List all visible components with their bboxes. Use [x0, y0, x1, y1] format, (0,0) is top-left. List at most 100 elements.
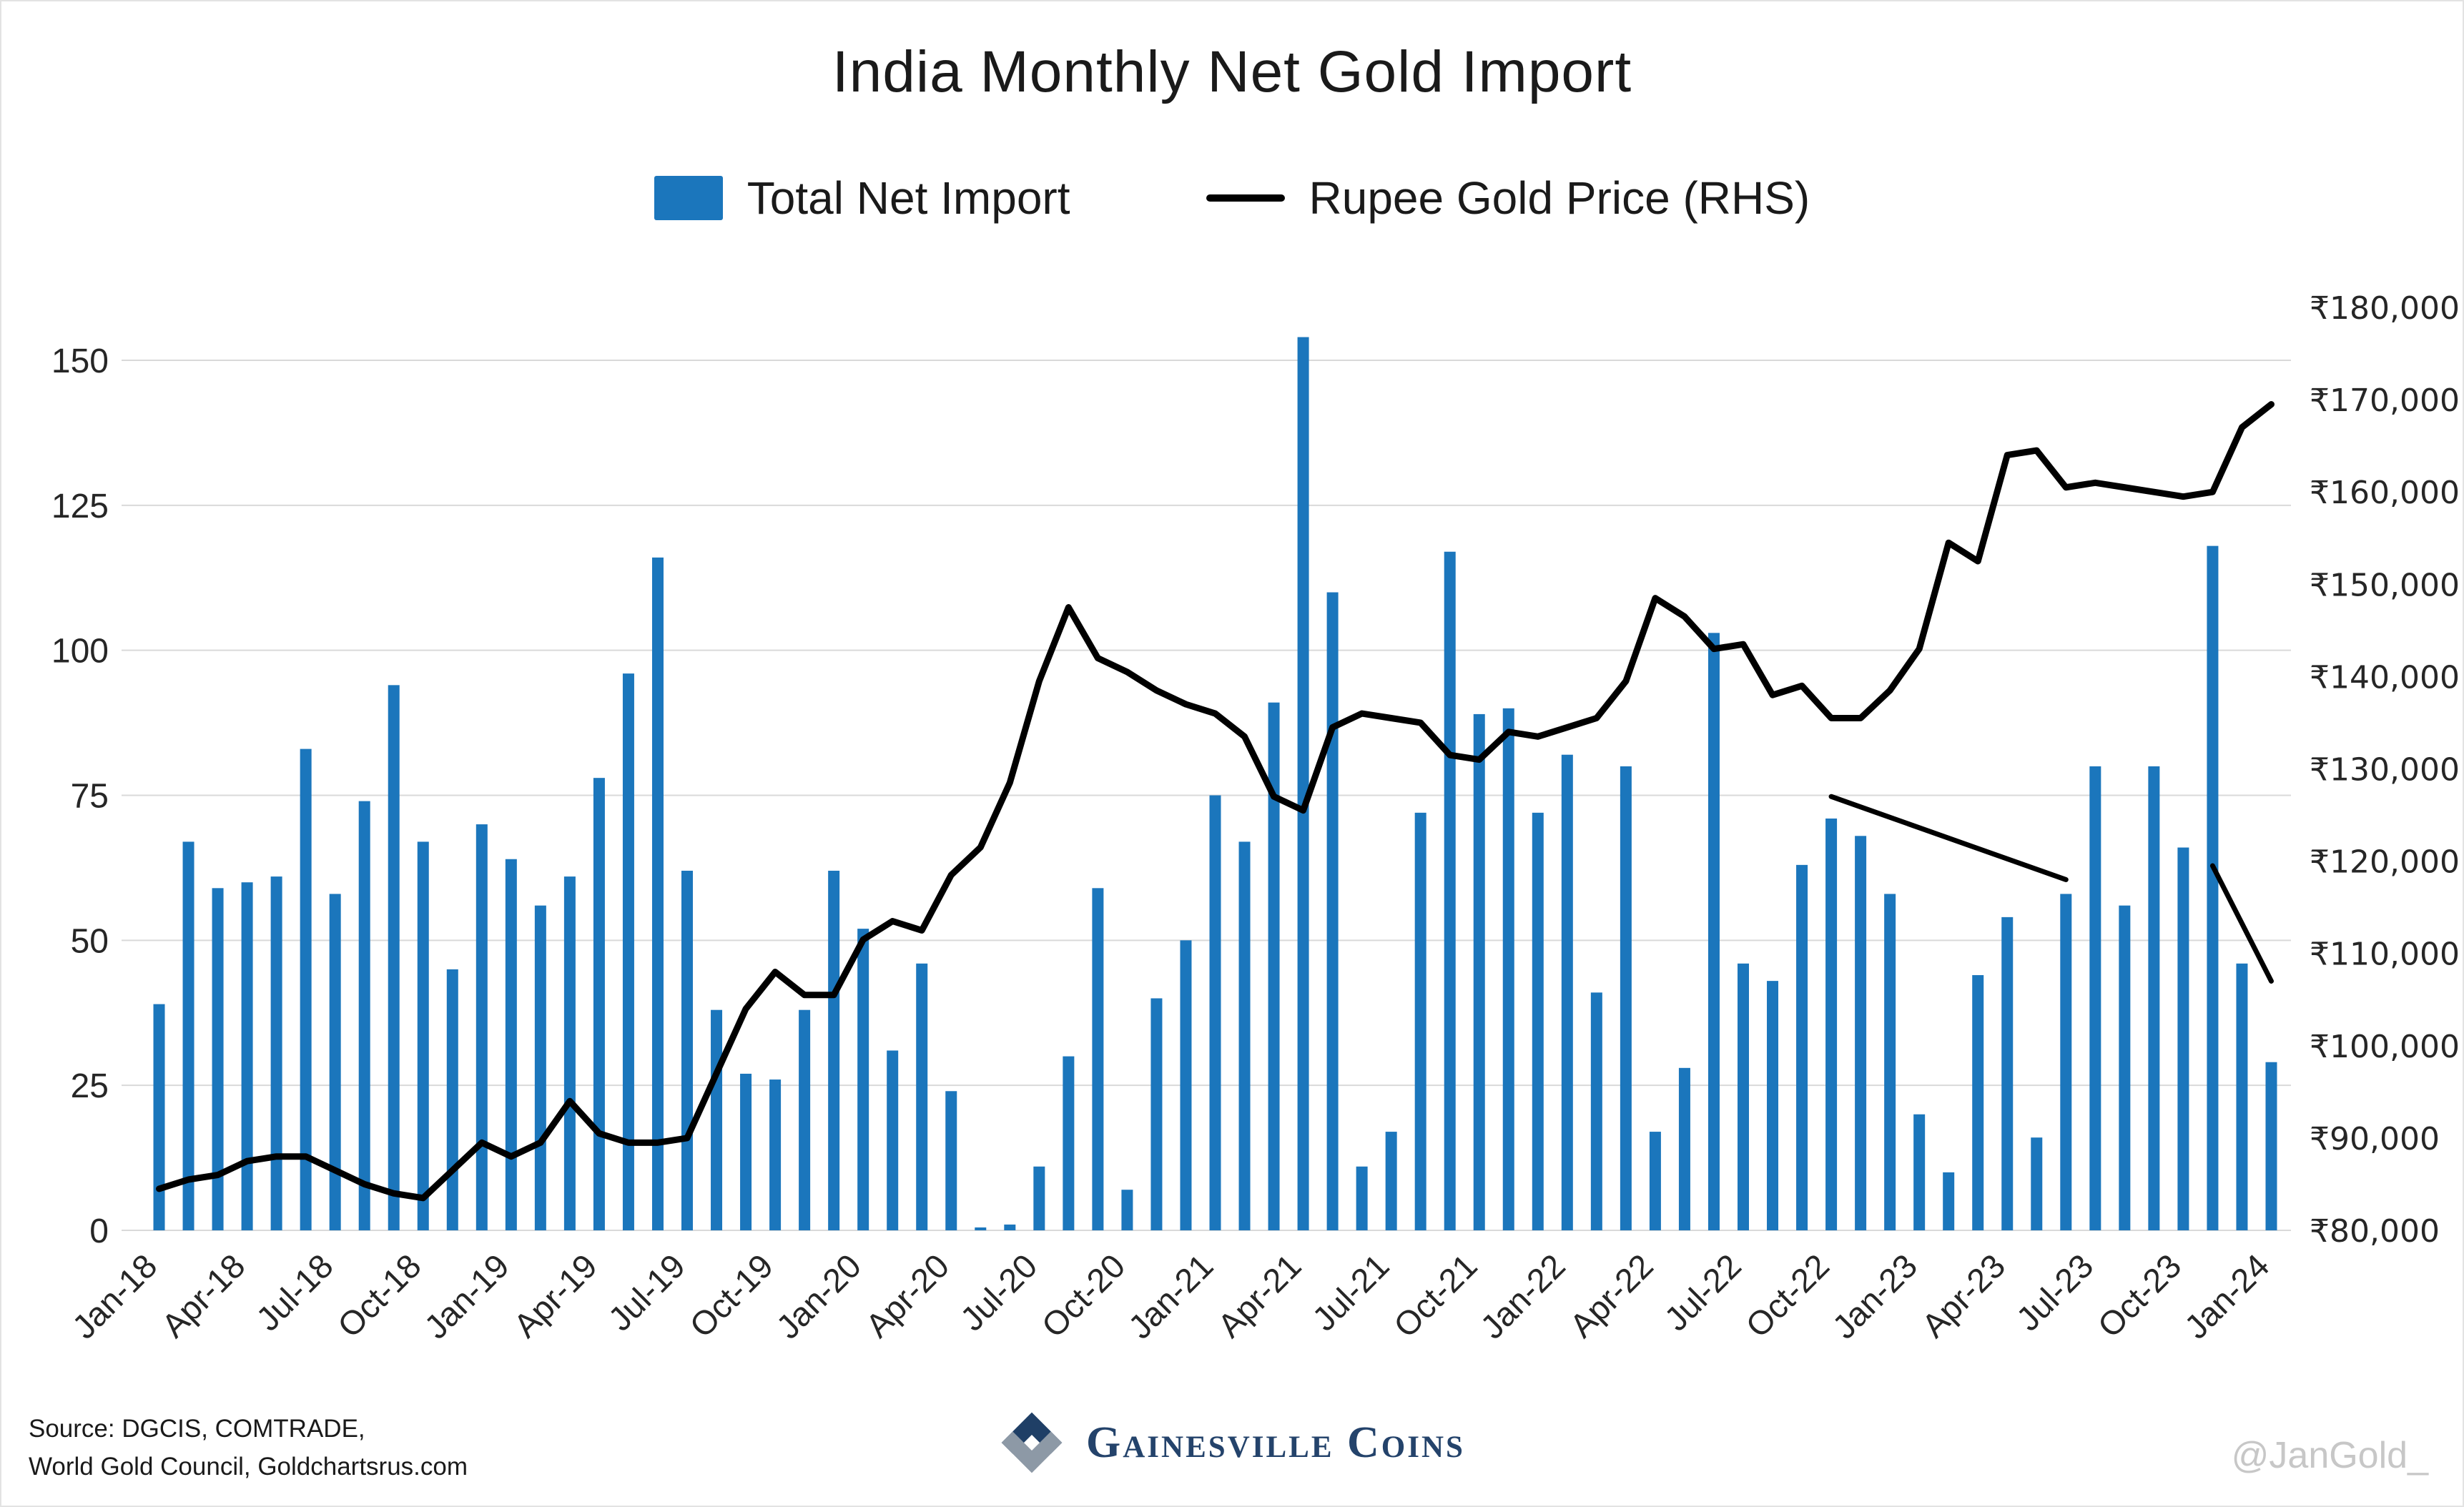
- brand-name: Gainesville Coins: [1086, 1418, 1465, 1467]
- left-axis-label: 25: [71, 1067, 109, 1105]
- bar: [1884, 894, 1896, 1230]
- bar: [1502, 708, 1514, 1230]
- x-axis-label: Jan-22: [1473, 1247, 1572, 1346]
- bar: [388, 685, 400, 1230]
- bar: [1943, 1172, 1955, 1230]
- bar: [1063, 1056, 1075, 1230]
- legend-item-gold-price: Rupee Gold Price (RHS): [1206, 172, 1810, 224]
- bar: [1150, 998, 1163, 1230]
- bar: [769, 1079, 782, 1230]
- x-axis-label: Apr-20: [858, 1247, 956, 1345]
- source-line-1: Source: DGCIS, COMTRADE,: [29, 1415, 365, 1443]
- bar: [711, 1009, 723, 1230]
- bar: [1825, 818, 1838, 1230]
- bar: [975, 1227, 987, 1230]
- x-axis-label: Apr-21: [1210, 1247, 1308, 1345]
- trendline-annotation: [1828, 794, 2069, 882]
- bar: [1326, 592, 1339, 1230]
- bar: [857, 929, 869, 1230]
- left-axis-label: 125: [51, 488, 109, 525]
- right-axis-label: ₹150,000: [2310, 567, 2460, 603]
- x-axis-label: Jul-21: [1305, 1247, 1396, 1338]
- x-axis-label: Oct-19: [682, 1247, 780, 1345]
- bar: [1092, 888, 1104, 1230]
- x-axis-label: Jul-18: [249, 1247, 340, 1338]
- bar: [1737, 963, 1749, 1230]
- bar: [329, 894, 341, 1230]
- x-axis-label: Jul-22: [1657, 1247, 1748, 1338]
- x-axis-label: Jul-19: [601, 1247, 692, 1338]
- bar: [1209, 795, 1221, 1230]
- right-axis-label: ₹100,000: [2310, 1029, 2460, 1065]
- x-axis-label: Oct-22: [1738, 1247, 1836, 1345]
- bar: [212, 888, 224, 1230]
- x-axis-label: Jul-20: [952, 1247, 1044, 1338]
- bar: [417, 841, 429, 1230]
- x-axis-label: Jan-18: [64, 1247, 164, 1346]
- left-axis-label: 0: [89, 1212, 109, 1250]
- bar: [1532, 812, 1544, 1230]
- bar: [1297, 337, 1309, 1231]
- left-axis-label: 50: [71, 922, 109, 960]
- x-axis-label: Jan-20: [769, 1247, 868, 1346]
- bar: [1590, 992, 1602, 1230]
- bar: [505, 859, 517, 1230]
- bar: [2265, 1062, 2277, 1230]
- right-axis-label: ₹80,000: [2310, 1213, 2440, 1250]
- right-axis-label: ₹130,000: [2310, 752, 2460, 789]
- bar: [887, 1050, 899, 1230]
- bar: [1913, 1114, 1926, 1230]
- bar: [534, 905, 546, 1230]
- bar: [1855, 836, 1867, 1230]
- bar: [2236, 963, 2248, 1230]
- bar: [593, 778, 605, 1230]
- bar: [828, 870, 840, 1230]
- legend-item-net-import: Total Net Import: [654, 172, 1070, 224]
- bar: [358, 801, 370, 1230]
- x-axis-label: Jul-23: [2009, 1247, 2100, 1338]
- gold-price-line: [156, 401, 2275, 1202]
- bar-series-swatch: [654, 176, 723, 220]
- bar: [1707, 633, 1720, 1230]
- bar: [270, 876, 282, 1230]
- bar: [2089, 766, 2101, 1230]
- bar: [1004, 1224, 1016, 1230]
- right-axis-label: ₹120,000: [2310, 844, 2460, 881]
- bar: [446, 969, 458, 1230]
- bar: [622, 673, 634, 1230]
- x-axis-label: Oct-23: [2090, 1247, 2188, 1345]
- bar: [300, 748, 312, 1230]
- bar: [1444, 551, 1456, 1230]
- left-axis-label: 75: [71, 778, 109, 816]
- bar: [916, 963, 928, 1230]
- bar: [1767, 981, 1779, 1230]
- legend-bar-label: Total Net Import: [746, 172, 1070, 224]
- bar: [2031, 1137, 2043, 1230]
- bar: [1620, 766, 1632, 1230]
- x-axis-label: Apr-23: [1914, 1247, 2012, 1345]
- bar: [182, 841, 194, 1230]
- x-axis-label: Jan-19: [417, 1247, 516, 1346]
- trendline-annotation: [2209, 863, 2274, 984]
- right-axis-label: ₹140,000: [2310, 659, 2460, 696]
- bar: [1796, 864, 1808, 1230]
- x-axis-label: Oct-21: [1386, 1247, 1484, 1345]
- watermark-handle: @JanGold_: [2231, 1435, 2428, 1476]
- bar: [740, 1073, 752, 1230]
- bar: [1238, 841, 1251, 1230]
- bar: [2177, 847, 2189, 1230]
- source-note: Source: DGCIS, COMTRADE, World Gold Coun…: [29, 1410, 468, 1486]
- bar: [1180, 940, 1192, 1230]
- x-axis-label: Apr-19: [506, 1247, 604, 1345]
- bar: [2148, 766, 2160, 1230]
- bar: [799, 1009, 811, 1230]
- x-axis-label: Jan-23: [1825, 1247, 1924, 1346]
- x-axis-label: Oct-20: [1034, 1247, 1132, 1345]
- right-axis-label: ₹110,000: [2310, 937, 2460, 973]
- chart-title: India Monthly Net Gold Import: [832, 39, 1632, 104]
- bar: [681, 870, 694, 1230]
- x-axis-label: Jan-21: [1120, 1247, 1220, 1346]
- bar: [2001, 916, 2014, 1230]
